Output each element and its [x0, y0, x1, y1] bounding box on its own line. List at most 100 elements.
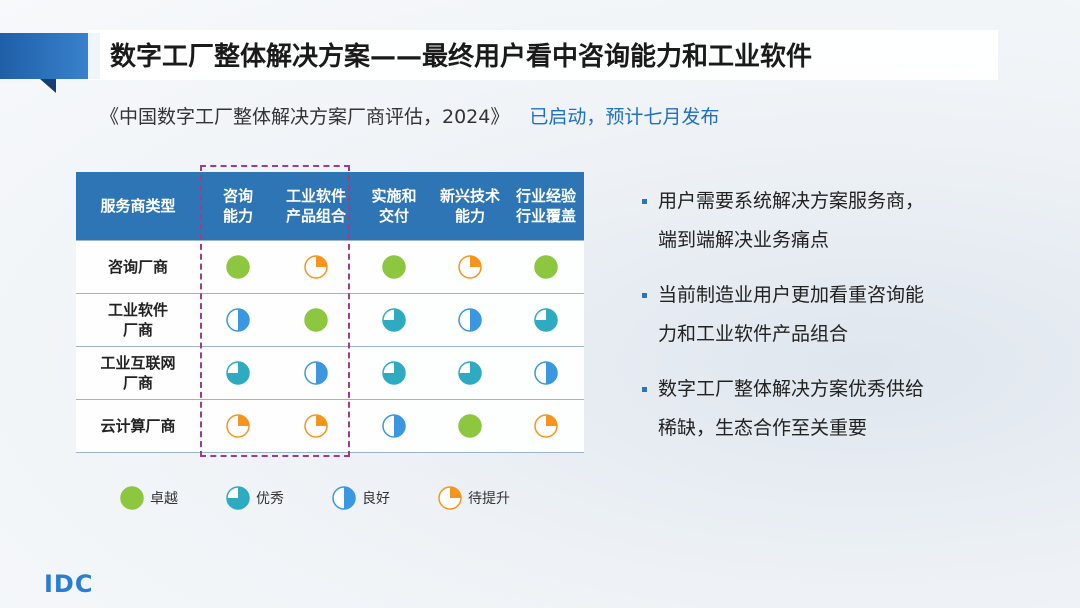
column-header: 工业软件 产品组合	[276, 172, 356, 241]
table-row: 工业互联网 厂商	[76, 346, 584, 400]
row-header: 工业软件 厂商	[76, 293, 200, 347]
cell-text: 能力	[454, 207, 485, 225]
legend-label: 优秀	[256, 491, 284, 507]
cell-text: 咨询厂商	[107, 258, 168, 276]
ribbon	[0, 33, 100, 79]
harvey-ball	[304, 414, 328, 438]
rating-cell	[200, 346, 276, 400]
cell-text: 云计算厂商	[100, 417, 176, 435]
ball-fill	[227, 487, 249, 509]
rating-cell	[432, 240, 508, 294]
harvey-ball	[534, 414, 558, 438]
rating-cell	[356, 293, 432, 347]
rating-cell	[276, 346, 356, 400]
legend: 卓越 优秀 良好 待提升	[120, 486, 558, 510]
harvey-ball	[120, 486, 144, 510]
ball-fill	[459, 362, 481, 384]
bullet: 用户需要系统解决方案服务商，端到端解决业务痛点	[640, 182, 928, 260]
ball-fill	[383, 309, 405, 331]
cell-text: 实施和	[371, 187, 417, 205]
bullet-list: 用户需要系统解决方案服务商，端到端解决业务痛点 当前制造业用户更加看重咨询能力和工…	[640, 182, 928, 464]
ball-fill	[227, 362, 249, 384]
report-status: 已启动，预计七月发布	[529, 106, 720, 128]
harvey-ball	[226, 308, 250, 332]
column-header: 行业经验 行业覆盖	[508, 172, 584, 241]
report-name: 《中国数字工厂整体解决方案厂商评估，2024》	[100, 106, 510, 128]
row-header: 云计算厂商	[76, 399, 200, 453]
harvey-ball	[304, 255, 328, 279]
harvey-ball	[332, 486, 356, 510]
harvey-ball	[226, 361, 250, 385]
harvey-ball	[458, 361, 482, 385]
cell-text: 工业互联网	[100, 354, 176, 372]
ball-fill	[546, 415, 557, 426]
rating-cell	[432, 399, 508, 453]
title-box	[88, 30, 998, 80]
ball-fill	[535, 256, 557, 278]
harvey-ball	[534, 308, 558, 332]
harvey-ball	[458, 308, 482, 332]
vendor-table: 服务商类型 咨询 能力 工业软件 产品组合 实施和 交付 新兴技术 能力 行业经验 行业覆盖 咨询厂商…	[76, 172, 584, 453]
harvey-ball	[304, 361, 328, 385]
rating-cell	[508, 346, 584, 400]
harvey-ball	[382, 361, 406, 385]
rating-cell	[356, 346, 432, 400]
column-header: 咨询 能力	[200, 172, 276, 241]
cell-text: 工业软件	[285, 187, 346, 205]
ball-fill	[238, 309, 249, 331]
legend-item: 良好	[332, 486, 390, 510]
cell-text: 行业经验	[515, 187, 576, 205]
legend-item: 待提升	[438, 486, 510, 510]
ball-fill	[383, 362, 405, 384]
harvey-ball	[382, 308, 406, 332]
rating-cell	[432, 346, 508, 400]
table-row: 云计算厂商	[76, 399, 584, 453]
cell-text: 能力	[222, 207, 253, 225]
rating-cell	[356, 240, 432, 294]
ball-fill	[470, 309, 481, 331]
corner-header: 服务商类型	[76, 172, 200, 241]
harvey-ball	[458, 255, 482, 279]
ball-fill	[470, 256, 481, 267]
ball-fill	[535, 309, 557, 331]
legend-label: 卓越	[150, 491, 178, 507]
cell-text: 交付	[378, 207, 409, 225]
harvey-ball	[226, 255, 250, 279]
row-header: 工业互联网 厂商	[76, 346, 200, 400]
ball-fill	[546, 362, 557, 384]
table-row: 咨询厂商	[76, 240, 584, 294]
harvey-ball	[534, 361, 558, 385]
ball-fill	[121, 487, 143, 509]
harvey-ball	[382, 414, 406, 438]
ball-fill	[450, 487, 461, 498]
ball-fill	[227, 256, 249, 278]
logo: IDC	[44, 570, 94, 598]
ball-fill	[394, 415, 405, 437]
table-row: 工业软件 厂商	[76, 293, 584, 347]
harvey-ball	[304, 308, 328, 332]
harvey-ball	[458, 414, 482, 438]
rating-cell	[276, 293, 356, 347]
ball-fill	[316, 415, 327, 426]
cell-text: 咨询	[222, 187, 253, 205]
bullet: 当前制造业用户更加看重咨询能力和工业软件产品组合	[640, 276, 928, 354]
cell-text: 厂商	[122, 374, 153, 392]
ribbon-tail	[40, 79, 56, 93]
harvey-ball	[226, 414, 250, 438]
rating-cell	[200, 293, 276, 347]
column-header: 实施和 交付	[356, 172, 432, 241]
cell-text: 新兴技术	[439, 187, 500, 205]
rating-cell	[276, 399, 356, 453]
harvey-ball	[438, 486, 462, 510]
ball-fill	[305, 309, 327, 331]
legend-label: 良好	[362, 491, 390, 507]
ball-fill	[316, 362, 327, 384]
header-row: 服务商类型 咨询 能力 工业软件 产品组合 实施和 交付 新兴技术 能力 行业经验 行业覆盖	[76, 172, 584, 241]
subtitle: 《中国数字工厂整体解决方案厂商评估，2024》 已启动，预计七月发布	[100, 102, 719, 129]
cell-text: 行业覆盖	[515, 207, 576, 225]
rating-cell	[432, 293, 508, 347]
rating-cell	[200, 240, 276, 294]
rating-cell	[508, 293, 584, 347]
harvey-ball	[382, 255, 406, 279]
